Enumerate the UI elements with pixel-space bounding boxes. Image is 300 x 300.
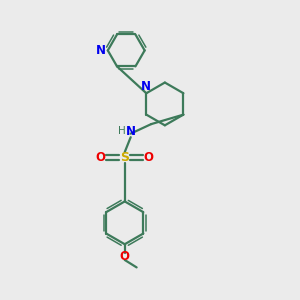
Text: O: O: [96, 151, 106, 164]
Text: O: O: [144, 151, 154, 164]
Text: N: N: [141, 80, 151, 93]
Text: N: N: [126, 125, 136, 138]
Text: N: N: [96, 44, 106, 57]
Text: H: H: [118, 126, 126, 136]
Text: O: O: [120, 250, 130, 263]
Text: S: S: [120, 151, 129, 164]
